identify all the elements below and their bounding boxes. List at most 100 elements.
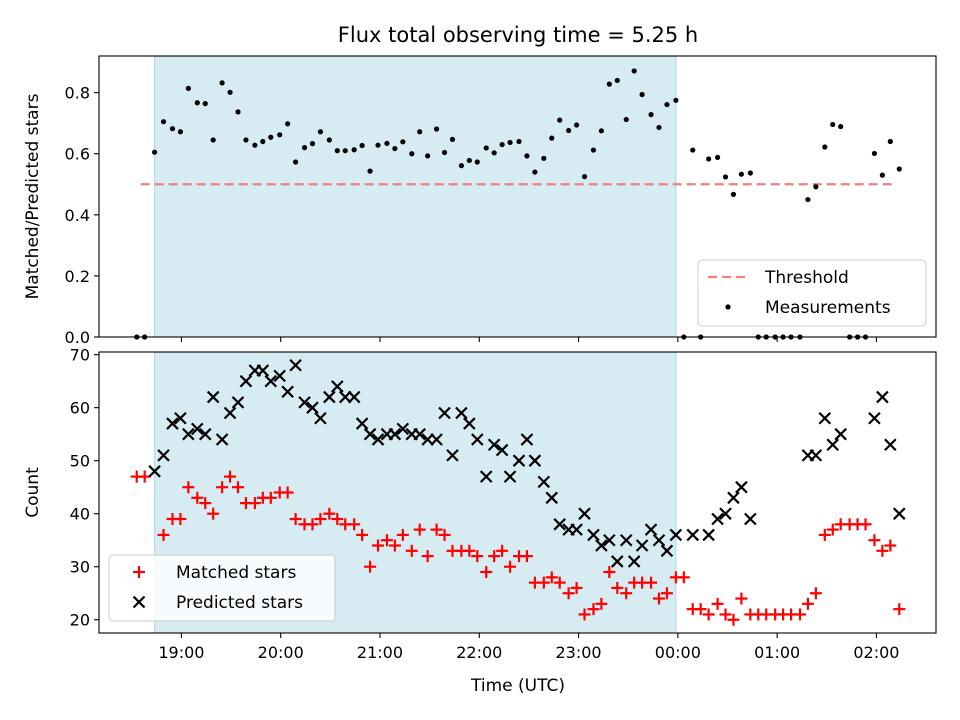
matched-stars-point	[711, 597, 724, 610]
predicted-stars-point	[148, 465, 161, 478]
measurement-point	[441, 149, 448, 156]
measurement-point	[507, 139, 513, 146]
predicted-stars-point	[191, 422, 204, 436]
matched-stars-point	[191, 491, 204, 504]
matched-stars-point	[248, 497, 261, 510]
measurement-point	[822, 144, 828, 150]
predicted-stars-point	[834, 427, 847, 441]
legend-predicted-swatch	[132, 595, 146, 609]
predicted-stars-point	[438, 406, 451, 420]
y-tick-label: 0.0	[65, 328, 90, 347]
matched-stars-point	[520, 550, 533, 563]
chart-title: Flux total observing time = 5.25 h	[338, 23, 698, 47]
predicted-stars-point	[388, 427, 402, 441]
x-axis-label: Time (UTC)	[470, 676, 565, 696]
predicted-stars-point	[503, 470, 517, 483]
predicted-stars-point	[331, 380, 344, 393]
matched-stars-point	[793, 608, 806, 621]
legend-label: Measurements	[765, 298, 891, 318]
matched-stars-point	[314, 513, 327, 526]
predicted-stars-point	[198, 427, 212, 441]
matched-stars-point	[157, 528, 170, 541]
measurement-point	[541, 155, 547, 161]
predicted-stars-point	[611, 555, 624, 568]
measurement-point	[656, 124, 662, 131]
predicted-stars-point	[231, 396, 245, 409]
measurement-point	[871, 150, 878, 157]
matched-stars-point	[504, 560, 517, 573]
y-tick-label: 0.6	[65, 145, 90, 164]
predicted-stars-point	[545, 491, 559, 505]
matched-stars-point	[826, 523, 839, 536]
matched-stars-point	[735, 592, 748, 605]
matched-stars-point	[702, 608, 715, 621]
matched-stars-point	[405, 544, 418, 557]
matched-stars-point	[348, 518, 361, 531]
y-tick-label: 70	[70, 346, 90, 365]
measurement-point	[516, 138, 522, 145]
predicted-stars-point	[520, 433, 534, 446]
matched-stars-point	[809, 587, 822, 600]
matched-stars-point	[364, 560, 377, 573]
matched-stars-point	[289, 513, 302, 526]
predicted-stars-point	[660, 544, 674, 558]
predicted-stars-point	[256, 364, 270, 377]
matched-stars-point	[138, 470, 151, 483]
y-axis-label: Matched/Predicted stars	[23, 93, 43, 299]
measurement-point	[425, 153, 431, 159]
predicted-stars-point	[603, 533, 616, 547]
matched-stars-point	[438, 528, 451, 541]
measurement-point	[260, 138, 266, 145]
matched-stars-point	[264, 491, 277, 504]
measurement-point	[227, 89, 233, 95]
predicted-stars-point	[363, 427, 377, 441]
measurement-point	[392, 145, 398, 152]
matched-stars-point	[611, 581, 624, 594]
axes-frame	[98, 55, 937, 338]
matched-stars-point	[587, 603, 600, 616]
matched-stars-point	[199, 497, 212, 510]
y-tick-label: 30	[70, 558, 90, 577]
measurement-point	[194, 100, 200, 106]
predicted-stars-point	[735, 480, 748, 494]
legend-box	[697, 259, 927, 327]
measurement-point	[252, 142, 258, 148]
measurement-point	[367, 168, 373, 174]
measurement-point	[466, 157, 472, 164]
legend-box	[108, 554, 336, 622]
matched-stars-point	[868, 534, 881, 547]
predicted-stars-point	[570, 523, 583, 536]
predicted-stars-point	[686, 528, 700, 542]
predicted-stars-point	[463, 417, 476, 430]
measurement-point	[219, 80, 225, 86]
matched-stars-point	[281, 486, 294, 499]
matched-stars-point	[207, 507, 220, 520]
predicted-stars-point	[702, 528, 715, 542]
measurement-point	[738, 171, 744, 177]
measurement-point	[210, 137, 216, 143]
matched-stars-point	[496, 544, 509, 557]
matched-stars-point	[603, 566, 616, 579]
matched-stars-point	[306, 518, 319, 531]
measurement-point	[606, 81, 612, 87]
measurement-point	[673, 97, 679, 103]
predicted-stars-point	[719, 507, 732, 520]
measurement-point	[202, 101, 208, 107]
measurement-point	[268, 134, 274, 140]
predicted-stars-point	[826, 438, 840, 452]
legend-measurements-swatch	[725, 304, 731, 310]
measurement-point	[499, 141, 505, 148]
measurement-point	[706, 156, 712, 162]
predicted-stars-point	[289, 358, 302, 372]
measurement-point	[648, 112, 654, 118]
measurement-point	[730, 191, 737, 197]
measurement-point	[557, 117, 563, 123]
predicted-stars-point	[495, 443, 509, 457]
predicted-stars-point	[413, 427, 426, 441]
predicted-stars-point	[347, 390, 361, 404]
matched-stars-point	[884, 539, 897, 552]
predicted-stars-point	[355, 417, 369, 430]
matched-stars-point	[620, 587, 633, 600]
measurement-point	[359, 142, 365, 149]
predicted-stars-point	[587, 528, 600, 542]
